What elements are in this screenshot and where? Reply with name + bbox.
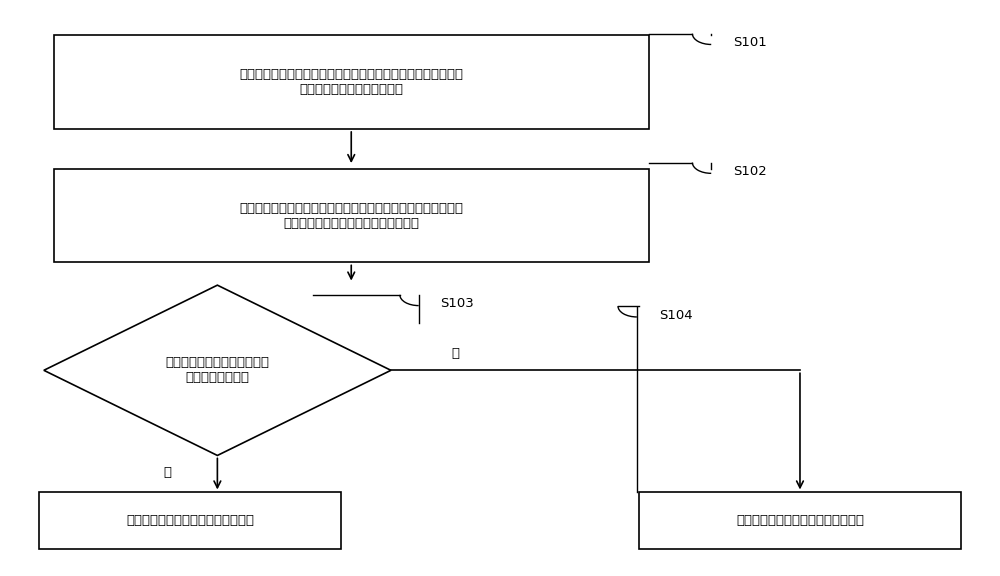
FancyBboxPatch shape bbox=[54, 169, 649, 263]
FancyBboxPatch shape bbox=[39, 492, 341, 549]
Text: 向所述用户终端输出预校验成功信号: 向所述用户终端输出预校验成功信号 bbox=[126, 514, 254, 527]
Text: S102: S102 bbox=[733, 165, 767, 178]
FancyBboxPatch shape bbox=[54, 35, 649, 129]
Text: 判断所述数据标注信息是否满
足预设的锁点要求: 判断所述数据标注信息是否满 足预设的锁点要求 bbox=[165, 357, 269, 384]
Text: S101: S101 bbox=[733, 36, 767, 50]
Text: 是: 是 bbox=[164, 466, 172, 479]
Polygon shape bbox=[44, 285, 391, 456]
Text: S103: S103 bbox=[441, 297, 474, 310]
Text: S104: S104 bbox=[659, 309, 692, 322]
Text: 接收用户终端发送的预校验请求，所述预校验请求至少携带有原
始图像信息以及数据标注信息: 接收用户终端发送的预校验请求，所述预校验请求至少携带有原 始图像信息以及数据标注… bbox=[239, 68, 463, 96]
FancyBboxPatch shape bbox=[639, 492, 961, 549]
Text: 基于分流识别算法对所述原始图像信息进行分流识别操作，获取
与所述原始图像信息相对应的锁点数据: 基于分流识别算法对所述原始图像信息进行分流识别操作，获取 与所述原始图像信息相对… bbox=[239, 202, 463, 230]
Text: 否: 否 bbox=[451, 347, 459, 360]
Text: 向所述用户终端输出预校验失败信号: 向所述用户终端输出预校验失败信号 bbox=[736, 514, 864, 527]
